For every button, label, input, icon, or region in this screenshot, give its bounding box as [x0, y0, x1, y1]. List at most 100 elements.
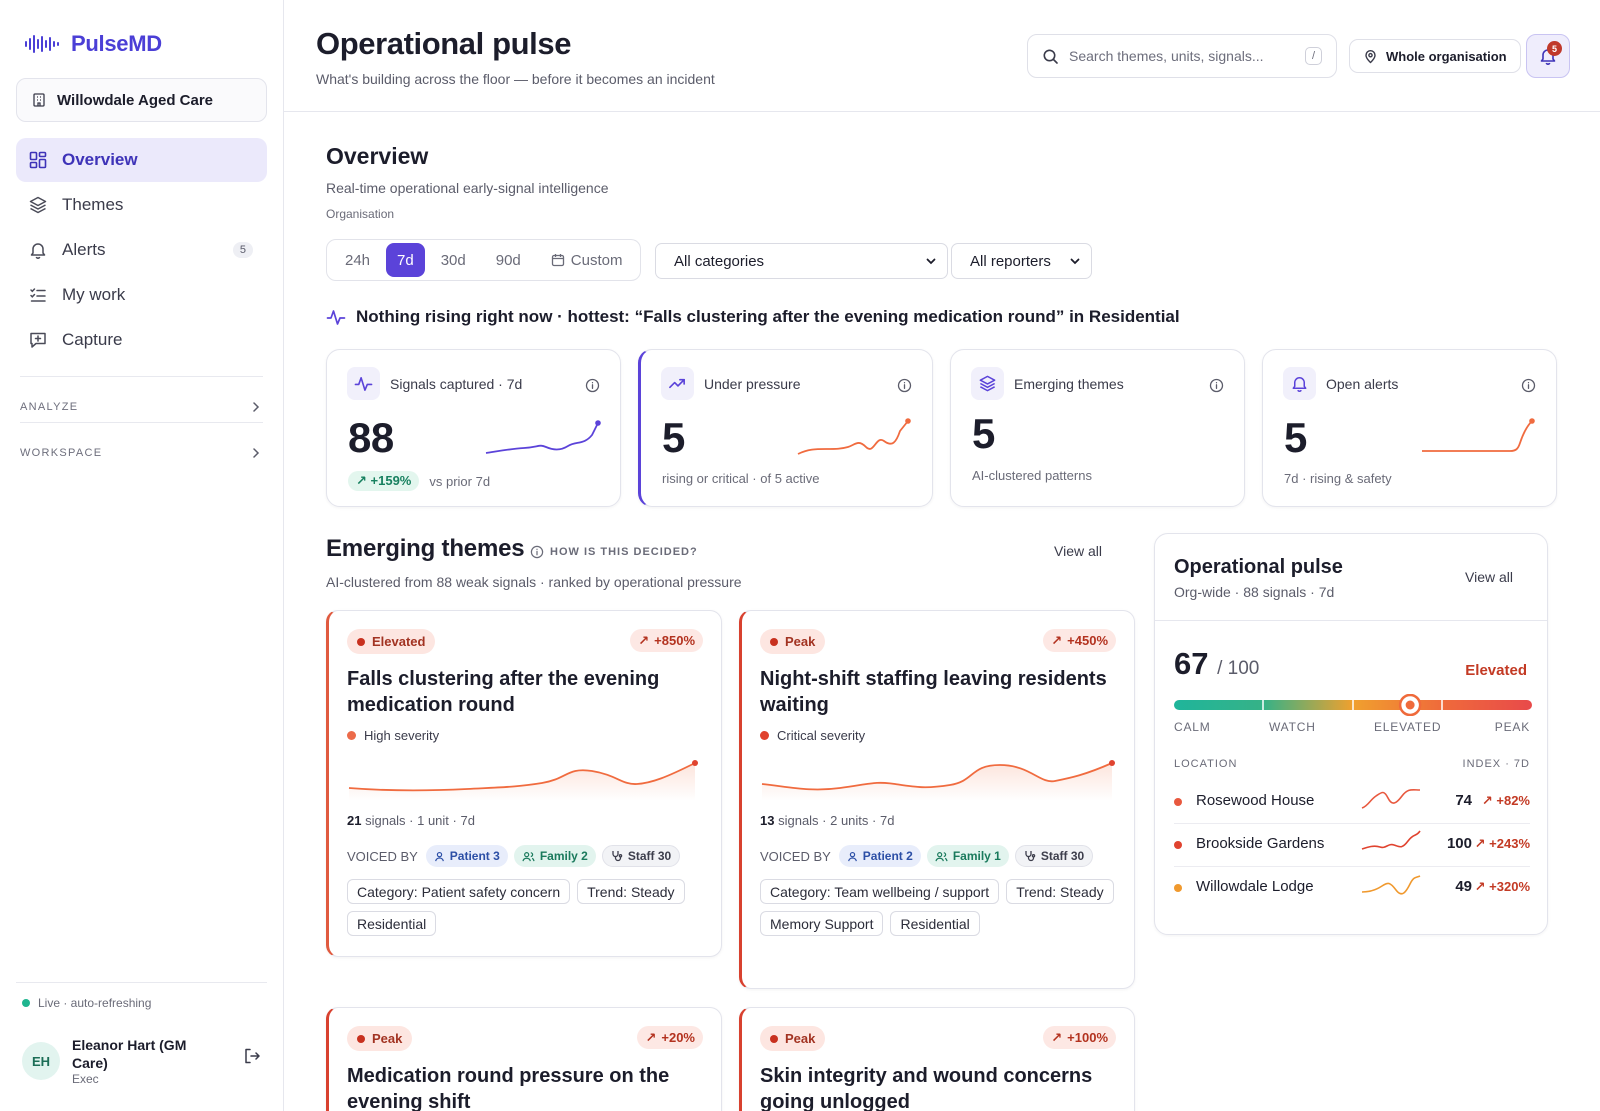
- theme-tag[interactable]: Category: Team wellbeing / support: [760, 879, 1000, 904]
- patient-voice-chip: Patient 3: [425, 845, 508, 867]
- severity-dot: [347, 731, 356, 740]
- kpi-footer: AI-clustered patterns: [972, 468, 1092, 483]
- theme-card[interactable]: Elevated ↗ +850% Falls clustering after …: [326, 610, 722, 957]
- notification-count-badge: 5: [1547, 41, 1562, 56]
- section-workspace[interactable]: WORKSPACE: [20, 422, 263, 468]
- theme-meta: 21 signals · 1 unit · 7d: [347, 813, 475, 828]
- info-icon: [530, 545, 544, 559]
- kpi-card-open-alerts[interactable]: Open alerts 5 7d · rising & safety: [1262, 349, 1557, 507]
- pulse-score-value: 67: [1174, 646, 1209, 681]
- info-icon[interactable]: [1209, 378, 1224, 393]
- theme-tag[interactable]: Trend: Steady: [577, 879, 685, 904]
- kpi-sparkline: [797, 418, 911, 455]
- alerts-count-badge: 5: [232, 242, 253, 258]
- sidebar-item-themes[interactable]: Themes: [16, 183, 267, 227]
- reporter-filter[interactable]: All reporters: [951, 243, 1092, 279]
- scope-selector[interactable]: Whole organisation: [1349, 39, 1521, 73]
- location-row[interactable]: Willowdale Lodge 49 ↗ +320%: [1174, 867, 1530, 910]
- section-analyze[interactable]: ANALYZE: [20, 376, 263, 422]
- info-icon[interactable]: [1521, 378, 1536, 393]
- info-icon[interactable]: [585, 378, 600, 393]
- location-change-value: +320%: [1489, 879, 1530, 894]
- pulse-level: Elevated: [1465, 662, 1527, 679]
- logout-icon[interactable]: [242, 1046, 262, 1066]
- family-voice-chip: Family 2: [513, 845, 596, 867]
- sidebar-item-alerts[interactable]: Alerts 5: [16, 228, 267, 272]
- theme-tag[interactable]: Trend: Steady: [1006, 879, 1114, 904]
- hottest-theme-banner: Nothing rising right now · hottest: “Fal…: [326, 307, 1180, 327]
- location-row[interactable]: Rosewood House 74 ↗ +82%: [1174, 781, 1530, 824]
- status-dot: [770, 637, 778, 646]
- period-custom-label: Custom: [570, 251, 623, 269]
- category-filter[interactable]: All categories: [655, 243, 948, 279]
- theme-meta-text: signals · 1 unit · 7d: [365, 813, 475, 828]
- pulse-view-all-link[interactable]: View all: [1465, 569, 1513, 585]
- search-input[interactable]: Search themes, units, signals... /: [1027, 34, 1337, 78]
- checklist-icon: [30, 288, 46, 302]
- notifications-button[interactable]: 5: [1526, 34, 1570, 78]
- sidebar-footer-divider: [16, 982, 267, 983]
- brand-logo[interactable]: PulseMD: [24, 28, 267, 60]
- info-icon[interactable]: [897, 378, 912, 393]
- page-subtitle: What's building across the floor — befor…: [316, 71, 715, 87]
- theme-card[interactable]: Peak ↗ +450% Night-shift staffing leavin…: [739, 610, 1135, 989]
- period-7d[interactable]: 7d: [386, 243, 425, 277]
- theme-title: Night-shift staffing leaving residents w…: [760, 668, 1107, 716]
- theme-tag[interactable]: Residential: [890, 911, 980, 936]
- period-90d[interactable]: 90d: [495, 251, 521, 269]
- map-pin-icon: [1365, 49, 1376, 63]
- sidebar-item-overview[interactable]: Overview: [16, 138, 267, 182]
- voiced-by-label: VOICED BY: [760, 848, 831, 864]
- theme-tag[interactable]: Category: Patient safety concern: [347, 879, 571, 904]
- period-custom[interactable]: Custom: [537, 243, 637, 277]
- live-status-text: Live · auto-refreshing: [38, 996, 152, 1010]
- kpi-card-emerging-themes[interactable]: Emerging themes 5 AI-clustered patterns: [950, 349, 1245, 507]
- location-status-dot: [1174, 798, 1182, 806]
- theme-meta-text: signals · 2 units · 7d: [778, 813, 895, 828]
- kpi-icon-wrap: [347, 367, 380, 400]
- user-role: Exec: [72, 1072, 99, 1086]
- location-row[interactable]: Brookside Gardens 100 ↗ +243%: [1174, 824, 1530, 867]
- user-name: Eleanor Hart (GM Care): [72, 1037, 187, 1071]
- emerging-view-all-link[interactable]: View all: [1054, 543, 1102, 559]
- period-30d[interactable]: 30d: [440, 251, 466, 269]
- category-filter-value: All categories: [674, 252, 765, 270]
- theme-meta: 13 signals · 2 units · 7d: [760, 813, 894, 828]
- sidebar-item-my-work[interactable]: My work: [16, 273, 267, 317]
- kpi-value: 5: [1284, 414, 1307, 461]
- location-name: Rosewood House: [1196, 792, 1315, 809]
- location-change-value: +243%: [1489, 836, 1530, 851]
- location-sparkline: [1361, 875, 1421, 895]
- overview-subtitle: Real-time operational early-signal intel…: [326, 180, 609, 196]
- gauge-label-elevated: ELEVATED: [1374, 720, 1442, 734]
- theme-card[interactable]: Peak ↗ +20% Medication round pressure on…: [326, 1007, 722, 1111]
- theme-tag[interactable]: Residential: [347, 911, 437, 936]
- user-profile[interactable]: EH Eleanor Hart (GM Care) Exec: [22, 1036, 262, 1086]
- gauge-marker: [1398, 694, 1422, 716]
- location-status-dot: [1174, 884, 1182, 892]
- kpi-card-signals[interactable]: Signals captured · 7d 88 ↗ +159% vs prio…: [326, 349, 621, 507]
- kpi-value: 5: [662, 414, 685, 461]
- emerging-themes-subtitle: AI-clustered from 88 weak signals · rank…: [326, 574, 742, 590]
- theme-status-badge: Peak: [760, 629, 826, 654]
- location-name: Willowdale Lodge: [1196, 878, 1314, 895]
- theme-tag[interactable]: Memory Support: [760, 911, 884, 936]
- theme-card[interactable]: Peak ↗ +100% Skin integrity and wound co…: [739, 1007, 1135, 1111]
- location-column-header: LOCATION: [1174, 758, 1238, 770]
- brand-name: PulseMD: [71, 31, 162, 56]
- period-24h[interactable]: 24h: [345, 251, 371, 269]
- reporter-filter-value: All reporters: [970, 252, 1051, 270]
- pulse-gauge: [1174, 694, 1532, 716]
- users-icon: [935, 851, 948, 861]
- location-change-value: +82%: [1496, 793, 1530, 808]
- how-decided-link[interactable]: HOW IS THIS DECIDED?: [530, 545, 698, 559]
- sidebar-item-capture[interactable]: Capture: [16, 318, 267, 362]
- theme-status-badge: Elevated: [347, 629, 436, 654]
- theme-delta-badge: ↗ +450%: [1043, 629, 1116, 652]
- avatar: EH: [22, 1042, 60, 1080]
- theme-status-badge: Peak: [347, 1026, 413, 1051]
- kpi-card-under-pressure[interactable]: Under pressure 5 rising or critical · of…: [638, 349, 933, 507]
- theme-severity: High severity: [347, 728, 439, 743]
- org-switcher[interactable]: Willowdale Aged Care: [16, 78, 267, 122]
- kpi-footer: ↗ +159% vs prior 7d: [348, 471, 490, 491]
